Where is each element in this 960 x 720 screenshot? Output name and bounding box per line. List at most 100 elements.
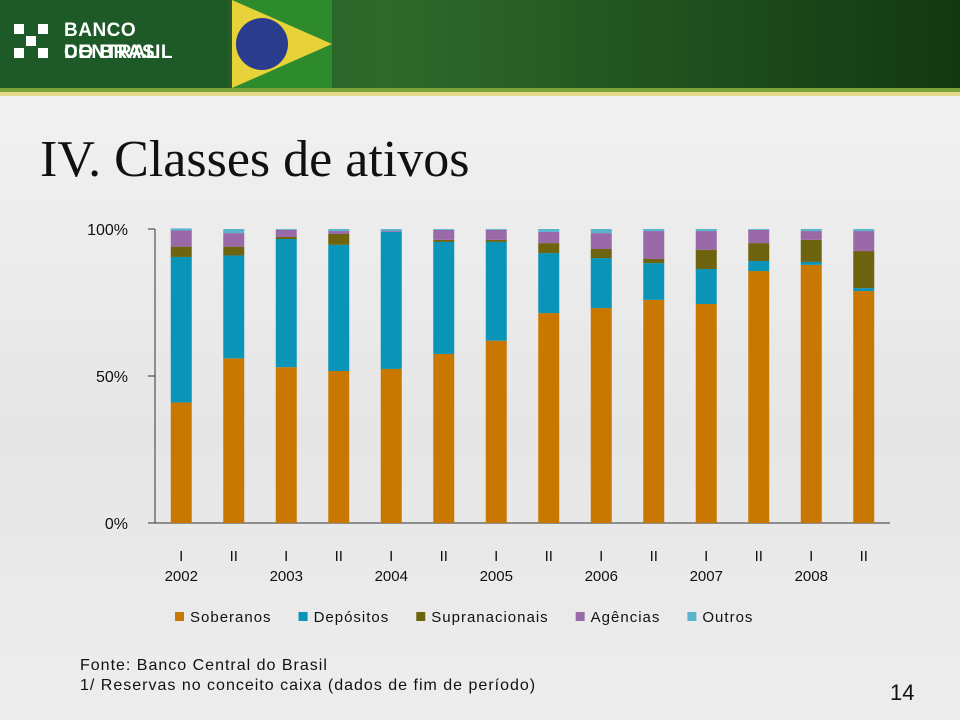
bar-segment xyxy=(643,299,665,523)
x-tick-label: I xyxy=(704,548,708,565)
bar-segment xyxy=(433,229,455,230)
x-group-label: 2008 xyxy=(795,568,828,585)
page-number: 14 xyxy=(890,680,915,705)
bar-segment xyxy=(748,243,770,262)
bar-segment xyxy=(590,229,612,234)
legend-swatch xyxy=(298,612,308,621)
x-tick-label: I xyxy=(179,548,183,565)
bar-segment xyxy=(485,340,507,523)
legend-label: Depósitos xyxy=(314,609,390,626)
bar-segment xyxy=(643,231,665,259)
bar-segment xyxy=(538,313,560,523)
bar-segment xyxy=(748,229,770,230)
bar-segment xyxy=(223,255,245,359)
bar-segment xyxy=(380,368,402,523)
x-tick-label: II xyxy=(335,548,343,565)
bar-segment xyxy=(748,261,770,272)
bar-segment xyxy=(800,239,822,262)
bar-segment xyxy=(170,228,192,231)
bar-segment xyxy=(590,308,612,523)
y-tick-label: 50% xyxy=(96,369,128,386)
bar-segment xyxy=(800,261,822,265)
bar-segment xyxy=(223,233,245,247)
bar-segment xyxy=(223,358,245,523)
bar-segment xyxy=(590,258,612,309)
x-tick-label: II xyxy=(650,548,658,565)
bar-segment xyxy=(853,229,875,232)
bar-segment xyxy=(328,233,350,245)
x-group-label: 2005 xyxy=(480,568,513,585)
x-tick-label: I xyxy=(599,548,603,565)
bar-segment xyxy=(223,246,245,256)
bar-segment xyxy=(433,229,455,240)
bar-segment xyxy=(275,236,297,239)
bar-segment xyxy=(538,229,560,232)
bar-segment xyxy=(643,263,665,300)
slide-title: IV. Classes de ativos xyxy=(40,131,470,188)
stripe xyxy=(0,92,960,96)
bar-segment xyxy=(590,248,612,259)
bar-segment xyxy=(538,243,560,254)
bar-segment xyxy=(853,251,875,289)
bar-segment xyxy=(643,229,665,232)
bar-segment xyxy=(485,241,507,341)
bar-segment xyxy=(275,367,297,523)
x-tick-label: I xyxy=(284,548,288,565)
logo-text: DO BRASIL xyxy=(64,42,173,63)
flag-shape xyxy=(232,0,332,88)
x-tick-label: I xyxy=(809,548,813,565)
bar-segment xyxy=(748,229,770,244)
legend-swatch xyxy=(687,612,697,621)
x-group-label: 2006 xyxy=(585,568,618,585)
bar-segment xyxy=(170,256,192,403)
x-group-label: 2002 xyxy=(165,568,198,585)
bar-segment xyxy=(800,231,822,240)
bar-segment xyxy=(433,239,455,242)
x-group-label: 2003 xyxy=(270,568,303,585)
flag xyxy=(232,0,332,88)
legend-swatch xyxy=(416,612,426,621)
bar-segment xyxy=(695,229,717,232)
legend-swatch xyxy=(175,612,184,621)
bar-segment xyxy=(433,353,455,523)
y-tick-label: 100% xyxy=(87,222,128,239)
x-tick-label: II xyxy=(230,548,238,565)
bar-segment xyxy=(748,271,770,523)
bar-segment xyxy=(433,241,455,354)
x-tick-label: II xyxy=(545,548,553,565)
bar-segment xyxy=(695,231,717,250)
bar-segment xyxy=(695,303,717,523)
bar-segment xyxy=(643,258,665,264)
legend-label: Agências xyxy=(591,609,661,626)
bar-segment xyxy=(328,231,350,234)
bar-segment xyxy=(800,229,822,232)
bar-segment xyxy=(695,268,717,304)
stripe xyxy=(0,88,960,92)
header: BANCO CENTRAL DO BRASIL xyxy=(0,0,960,88)
bar-segment xyxy=(853,291,875,523)
x-tick-label: II xyxy=(860,548,868,565)
bar-segment xyxy=(485,229,507,240)
bar-segment xyxy=(380,231,402,232)
legend-label: Supranacionais xyxy=(431,609,548,626)
bar-segment xyxy=(328,244,350,372)
footnote: 1/ Reservas no conceito caixa (dados de … xyxy=(80,677,537,694)
bar-segment xyxy=(275,238,297,368)
x-tick-label: II xyxy=(755,548,763,565)
x-group-label: 2007 xyxy=(690,568,723,585)
x-tick-label: I xyxy=(494,548,498,565)
bar-segment xyxy=(538,253,560,314)
bar-segment xyxy=(170,246,192,257)
bar-segment xyxy=(380,229,402,232)
bar-segment xyxy=(853,288,875,292)
bar-segment xyxy=(223,229,245,234)
bar-segment xyxy=(695,249,717,269)
bar-segment xyxy=(170,402,192,523)
x-tick-label: II xyxy=(440,548,448,565)
bar-segment xyxy=(380,231,402,369)
bar-segment xyxy=(275,229,297,237)
y-tick-label: 0% xyxy=(105,516,128,533)
bar-segment xyxy=(590,233,612,249)
